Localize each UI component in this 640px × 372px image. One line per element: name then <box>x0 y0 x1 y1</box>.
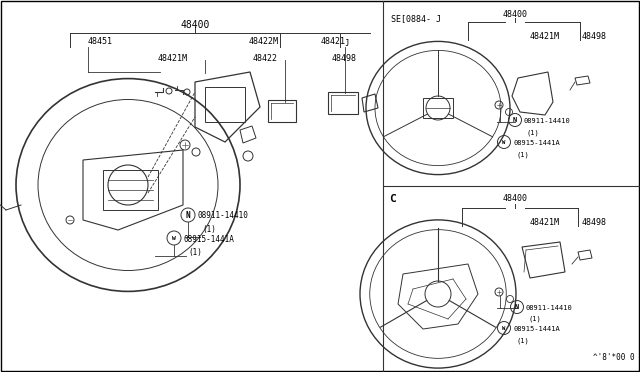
Text: 48421M: 48421M <box>530 32 560 41</box>
Text: (1): (1) <box>202 225 216 234</box>
Text: (1): (1) <box>516 337 529 343</box>
Text: (1): (1) <box>188 248 202 257</box>
Bar <box>328 92 358 114</box>
Text: 48498: 48498 <box>332 54 357 63</box>
Bar <box>268 100 296 122</box>
Bar <box>103 170 158 210</box>
Text: ^'8'*00 0: ^'8'*00 0 <box>593 353 635 362</box>
Text: 48421ȷ: 48421ȷ <box>321 37 351 46</box>
Text: SE[0884- J: SE[0884- J <box>391 14 441 23</box>
Text: N: N <box>513 117 517 123</box>
Text: 08911-14410: 08911-14410 <box>524 118 571 124</box>
Text: C: C <box>389 194 396 204</box>
Text: (1): (1) <box>529 316 541 323</box>
Text: 08915-1441A: 08915-1441A <box>184 234 235 244</box>
Text: 08911-14410: 08911-14410 <box>198 212 249 221</box>
Text: 48421M: 48421M <box>158 54 188 63</box>
Text: 48400: 48400 <box>502 10 527 19</box>
Text: W: W <box>502 326 506 330</box>
Text: 48400: 48400 <box>502 194 527 203</box>
Text: W: W <box>502 140 506 144</box>
Text: N: N <box>186 211 190 219</box>
Text: 48422M: 48422M <box>249 37 279 46</box>
Text: 08915-1441A: 08915-1441A <box>513 140 560 146</box>
Text: 48421M: 48421M <box>530 218 560 227</box>
Text: 08911-14410: 08911-14410 <box>526 305 573 311</box>
Text: 48400: 48400 <box>180 20 210 30</box>
Text: 48422: 48422 <box>253 54 278 63</box>
Text: 08915-1441A: 08915-1441A <box>513 326 560 332</box>
Bar <box>205 87 245 122</box>
Text: (1): (1) <box>527 129 540 135</box>
Text: W: W <box>172 235 176 241</box>
Text: 48451: 48451 <box>88 37 113 46</box>
Text: N: N <box>515 304 519 310</box>
Text: (1): (1) <box>516 151 529 157</box>
Bar <box>423 98 453 118</box>
Text: 48498: 48498 <box>582 32 607 41</box>
Text: 48498: 48498 <box>582 218 607 227</box>
